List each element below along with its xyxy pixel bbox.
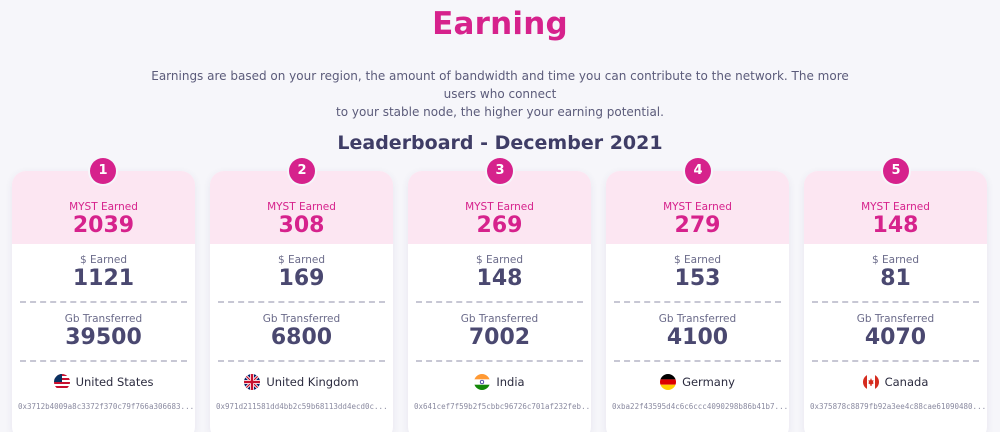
country-name: United States [75,375,154,389]
gb-transferred-label: Gb Transferred [460,313,539,325]
germany-flag-icon [660,374,677,390]
country-row: Germany [606,362,789,402]
usd-earned-label: $ Earned [872,254,919,266]
page-description: Earnings are based on your region, the a… [150,67,850,121]
divider [614,360,781,362]
usd-earned-section: $ Earned 148 [408,244,591,301]
country-row: Canada [804,362,987,402]
usd-earned-label: $ Earned [476,254,523,266]
divider [416,301,583,303]
usd-earned-value: 148 [476,266,523,291]
usd-earned-value: 1121 [72,266,135,291]
usd-earned-section: $ Earned 81 [804,244,987,301]
divider [218,360,385,362]
leaderboard-card: MYST Earned 279 $ Earned 153 Gb Transfer… [606,171,789,432]
gb-transferred-label: Gb Transferred [64,313,143,325]
country-name: Canada [884,375,929,389]
gb-transferred-value: 6800 [270,325,333,350]
myst-earned-value: 308 [278,213,325,238]
myst-earned-label: MYST Earned [861,201,930,213]
myst-earned-label: MYST Earned [267,201,336,213]
myst-earned-value: 269 [476,213,523,238]
leaderboard-card: MYST Earned 308 $ Earned 169 Gb Transfer… [210,171,393,432]
usd-earned-label: $ Earned [80,254,127,266]
wallet-address[interactable]: 0xba22f43595d4c6c6ccc4090298b86b41b7... [612,402,789,411]
myst-earned-value: 279 [674,213,721,238]
gb-transferred-value: 4100 [666,325,729,350]
myst-earned-label: MYST Earned [465,201,534,213]
myst-earned-label: MYST Earned [663,201,732,213]
divider [20,360,187,362]
usd-earned-label: $ Earned [674,254,721,266]
description-line-1: Earnings are based on your region, the a… [151,69,849,101]
canada-flag-icon [862,374,879,390]
country-row: India [408,362,591,402]
gb-transferred-section: Gb Transferred 7002 [408,303,591,360]
divider [416,360,583,362]
usd-earned-value: 169 [278,266,325,291]
description-line-2: to your stable node, the higher your ear… [336,105,664,119]
us-flag-icon [53,374,70,390]
rank-badge: 1 [90,158,116,184]
country-name: United Kingdom [266,375,359,389]
usd-earned-section: $ Earned 153 [606,244,789,301]
usd-earned-value: 153 [674,266,721,291]
divider [812,360,979,362]
country-row: United States [12,362,195,402]
gb-transferred-section: Gb Transferred 6800 [210,303,393,360]
country-row: United Kingdom [210,362,393,402]
gb-transferred-section: Gb Transferred 39500 [12,303,195,360]
gb-transferred-section: Gb Transferred 4100 [606,303,789,360]
myst-earned-value: 148 [872,213,919,238]
leaderboard-card: MYST Earned 2039 $ Earned 1121 Gb Transf… [12,171,195,432]
gb-transferred-label: Gb Transferred [262,313,341,325]
gb-transferred-value: 39500 [65,325,142,350]
rank-badge: 4 [685,158,711,184]
wallet-address[interactable]: 0x375878c8879fb92a3ee4c88cae61090480... [810,402,987,411]
myst-earned-value: 2039 [72,213,135,238]
divider [218,301,385,303]
gb-transferred-value: 7002 [468,325,531,350]
leaderboard-card: MYST Earned 269 $ Earned 148 Gb Transfer… [408,171,591,432]
gb-transferred-value: 4070 [864,325,927,350]
rank-badge: 5 [883,158,909,184]
leaderboard-title: Leaderboard - December 2021 [337,132,663,154]
india-flag-icon [474,374,491,390]
divider [20,301,187,303]
gb-transferred-label: Gb Transferred [658,313,737,325]
rank-badge: 2 [289,158,315,184]
country-name: Germany [682,375,735,389]
wallet-address[interactable]: 0x3712b4009a8c3372f370c79f766a306683... [18,402,195,411]
usd-earned-label: $ Earned [278,254,325,266]
gb-transferred-section: Gb Transferred 4070 [804,303,987,360]
uk-flag-icon [244,374,261,390]
country-name: India [496,375,525,389]
usd-earned-value: 81 [880,266,911,291]
leaderboard-card: MYST Earned 148 $ Earned 81 Gb Transferr… [804,171,987,432]
page-title: Earning [432,6,568,42]
wallet-address[interactable]: 0x641cef7f59b2f5cbbc96726c701af232feb... [414,402,591,411]
wallet-address[interactable]: 0x971d211581dd4bb2c59b68113dd4ecd0c... [216,402,388,411]
gb-transferred-label: Gb Transferred [856,313,935,325]
rank-badge: 3 [487,158,513,184]
myst-earned-label: MYST Earned [69,201,138,213]
divider [812,301,979,303]
usd-earned-section: $ Earned 169 [210,244,393,301]
divider [614,301,781,303]
usd-earned-section: $ Earned 1121 [12,244,195,301]
